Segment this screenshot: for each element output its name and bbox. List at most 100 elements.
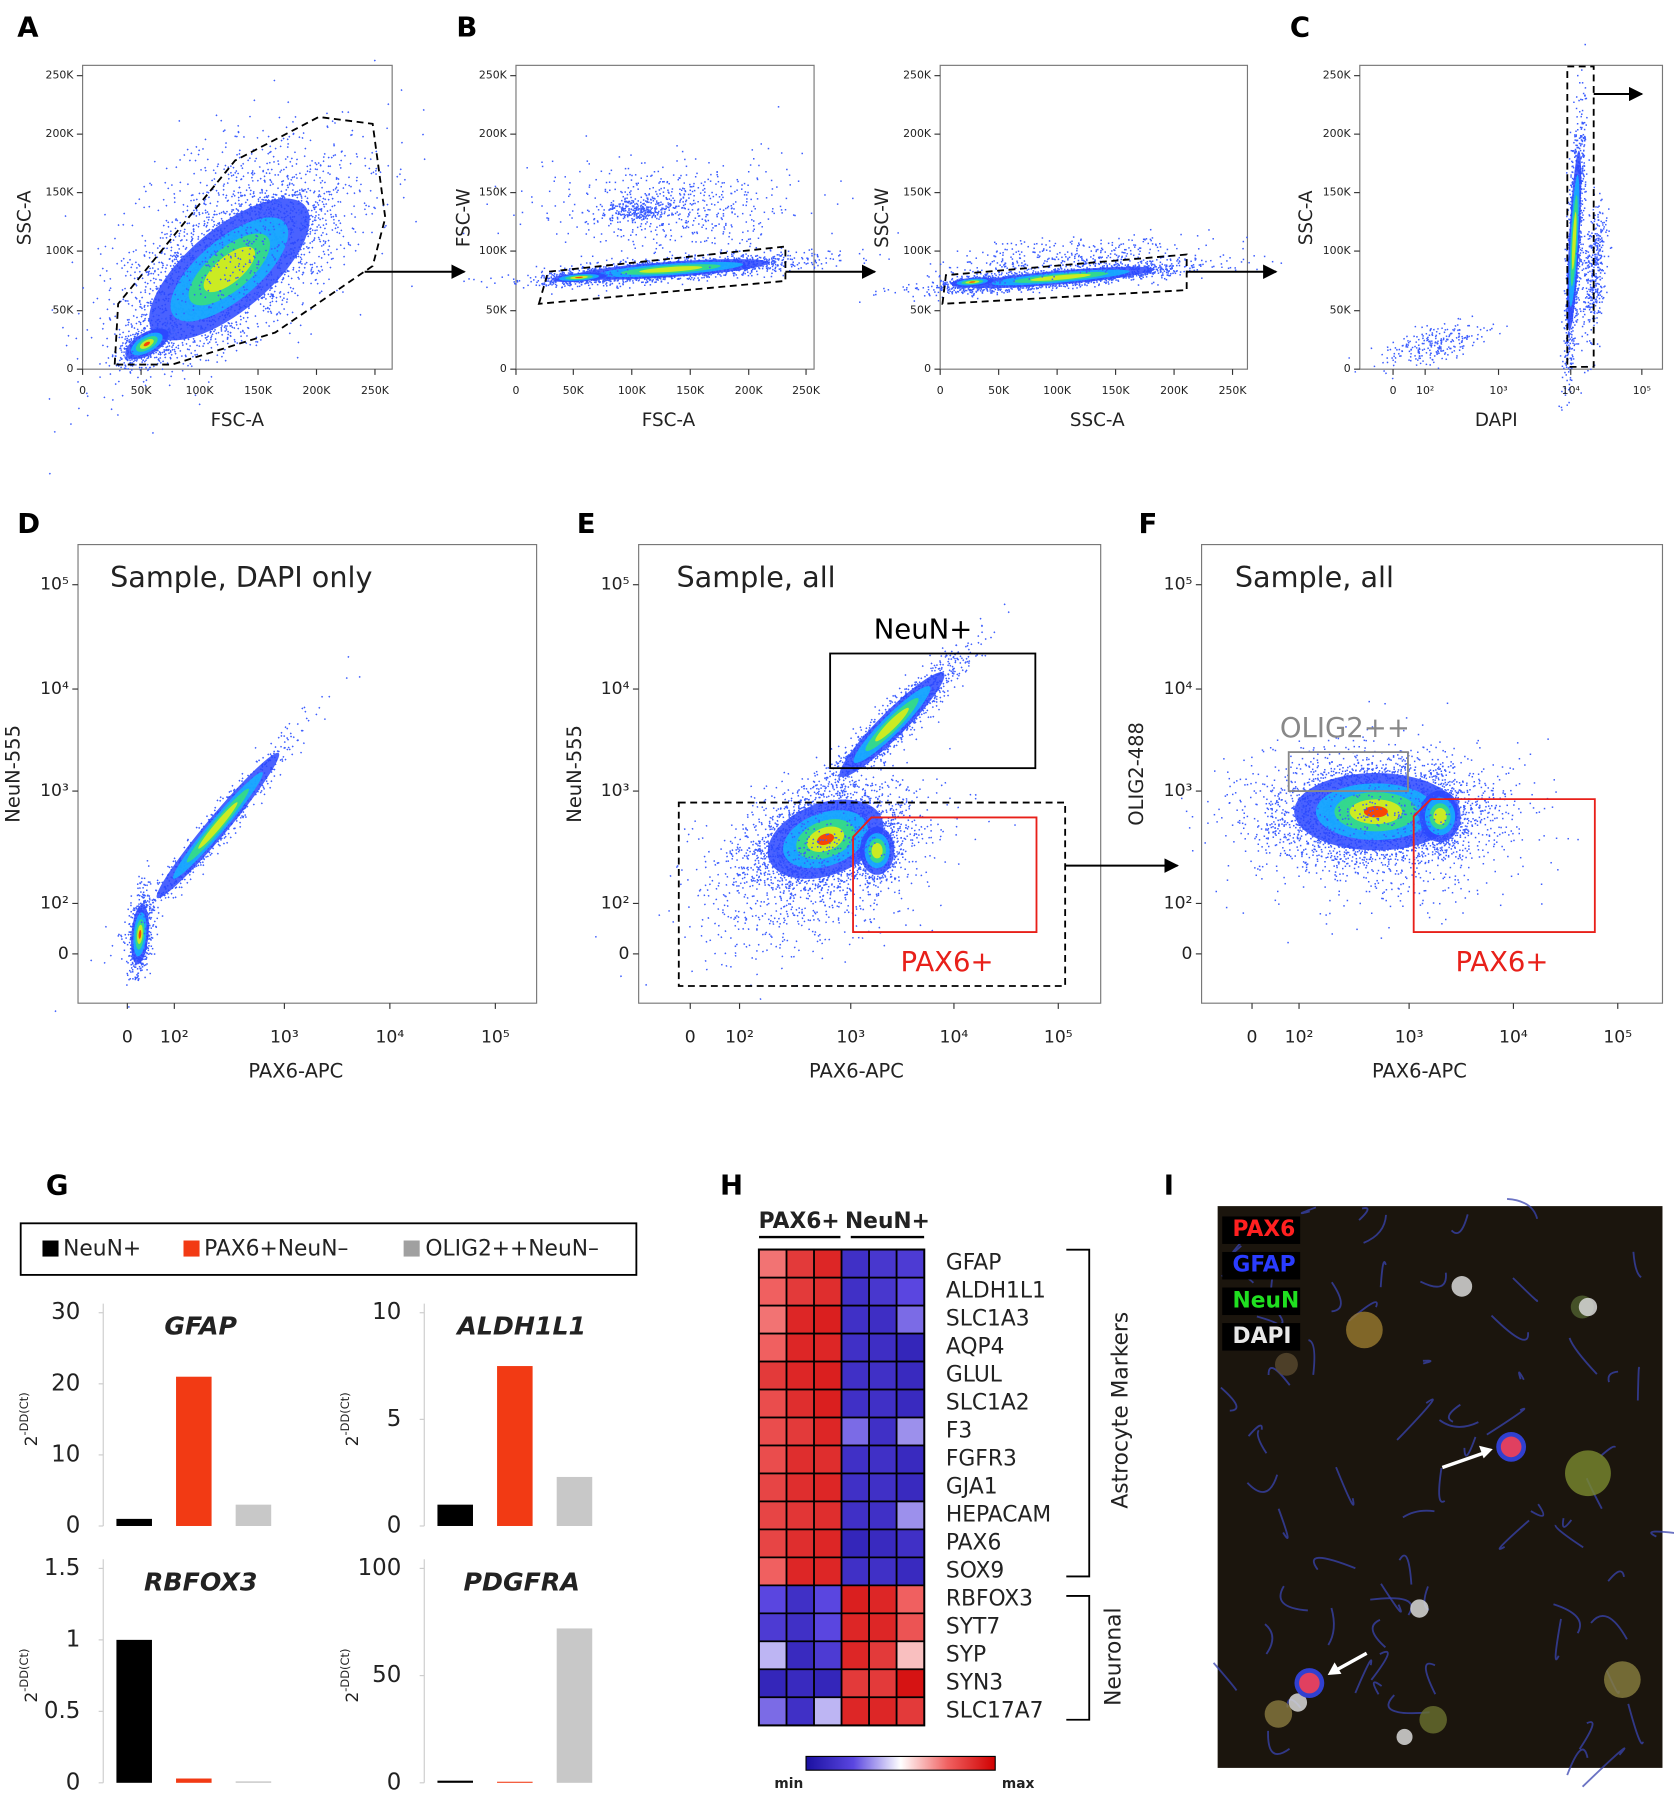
event-dot [61,326,64,329]
event-dot [326,261,329,264]
event-dot [118,369,121,372]
event-dot [622,283,624,285]
event-dot [324,242,327,245]
event-dot [580,263,582,266]
x-tick-label: 50K [131,384,153,397]
event-dot [697,277,699,279]
event-dot [120,336,124,339]
event-dot [137,263,140,266]
event-dot [320,265,323,268]
event-dot [239,331,242,334]
event-dot [224,324,227,327]
event-dot [689,278,692,281]
event-dot [152,277,155,280]
event-dot [117,380,120,383]
event-dot [399,168,402,171]
event-dot [706,280,709,282]
event-dot [75,337,78,340]
event-dot [332,215,335,218]
event-dot [801,256,803,259]
event-dot [142,380,145,383]
event-dot [285,300,288,304]
event-dot [763,256,766,258]
event-dot [192,337,195,340]
event-dot [796,263,799,266]
event-dot [793,257,796,259]
event-dot [781,253,784,256]
event-dot [162,360,165,363]
event-dot [386,203,389,206]
event-dot [110,408,113,411]
event-dot [288,332,291,335]
event-dot [205,216,208,219]
event-dot [543,267,546,270]
event-dot [369,189,372,192]
event-dot [143,308,146,311]
event-dot [166,362,169,365]
event-dot [270,311,273,315]
event-dot [77,312,80,315]
event-dot [171,370,174,373]
event-dot [637,279,640,282]
event-dot [118,328,121,331]
event-dot [170,249,173,252]
event-dot [751,274,753,277]
event-dot [346,192,349,195]
event-dot [342,235,345,238]
event-dot [121,288,124,292]
event-dot [399,183,402,186]
event-dot [817,255,819,258]
event-dot [287,291,290,294]
event-dot [736,277,739,279]
event-dot [298,191,301,195]
event-dot [714,276,717,278]
event-dot [829,257,832,260]
event-dot [268,289,271,292]
event-dot [782,256,785,259]
event-dot [152,365,155,368]
event-dot [755,270,758,273]
event-dot [303,253,306,256]
event-dot [839,250,842,252]
event-dot [189,362,192,365]
event-dot [671,254,674,257]
event-dot [168,384,171,387]
event-dot [754,267,757,270]
event-dot [181,341,184,344]
event-dot [725,273,727,276]
event-dot [534,276,537,278]
event-dot [185,238,188,242]
event-dot [106,337,109,340]
event-dot [744,272,746,275]
event-dot [235,207,238,211]
event-dot [191,355,194,358]
event-dot [807,258,809,261]
event-dot [122,298,125,301]
event-dot [512,278,515,281]
event-dot [402,196,405,199]
event-dot [227,333,230,336]
event-dot [558,270,561,272]
event-dot [719,256,721,258]
event-dot [328,193,331,196]
event-dot [820,263,823,265]
event-dot [316,272,319,275]
event-dot [774,258,777,260]
event-dot [167,225,170,228]
event-dot [109,372,112,376]
event-dot [179,253,182,256]
event-dot [805,263,808,265]
event-dot [703,276,705,279]
event-dot [643,284,646,287]
event-dot [138,300,141,304]
event-dot [221,333,224,336]
event-dot [411,285,413,288]
event-dot [220,326,223,329]
event-dot [159,236,162,239]
event-dot [187,338,190,341]
event-dot [532,279,535,281]
event-dot [655,278,658,281]
event-dot [240,203,243,206]
event-dot [177,347,180,350]
